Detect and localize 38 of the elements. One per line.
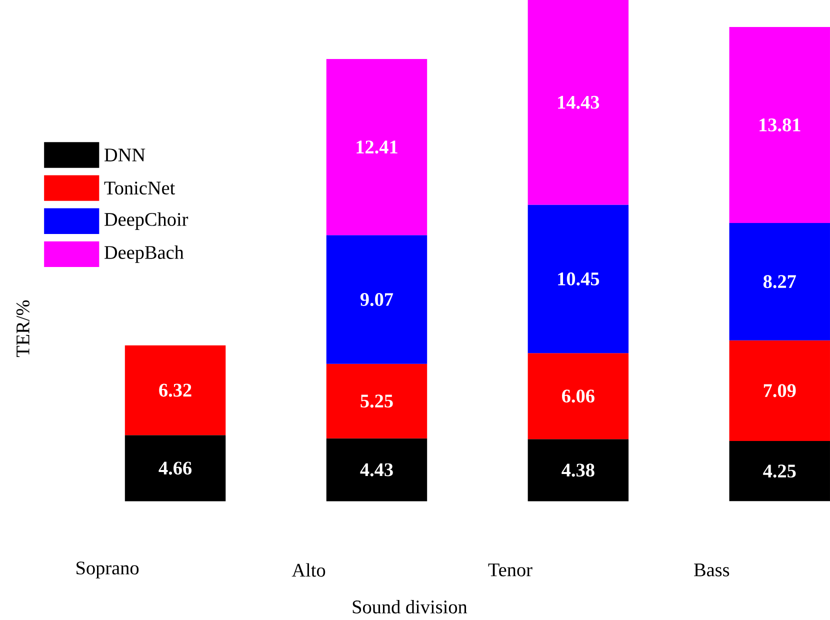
bar xyxy=(528,438,629,502)
x-tick-label: Alto xyxy=(292,563,326,577)
bar xyxy=(729,340,830,441)
bar xyxy=(729,440,830,502)
bar xyxy=(729,222,830,340)
data-label: 8.27 xyxy=(763,274,796,288)
bar xyxy=(124,345,226,435)
bar xyxy=(326,234,428,364)
bar xyxy=(326,438,428,502)
data-label: 5.25 xyxy=(360,394,393,408)
data-label: 4.38 xyxy=(562,463,594,476)
data-label: 14.43 xyxy=(558,96,600,109)
bar xyxy=(528,352,629,439)
bar xyxy=(124,434,226,502)
x-axis-title: Sound division xyxy=(352,600,468,614)
bar xyxy=(729,26,830,223)
legend-label: DeepChoir xyxy=(104,212,188,230)
data-label: 13.81 xyxy=(760,118,800,132)
data-label: 4.66 xyxy=(158,461,192,474)
data-label: 9.07 xyxy=(360,292,394,306)
data-label: 10.45 xyxy=(558,272,600,286)
legend-label: TonicNet xyxy=(104,181,176,194)
data-label: 4.25 xyxy=(763,464,796,478)
x-tick-label: Soprano xyxy=(76,561,139,578)
x-tick-label: Tenor xyxy=(488,563,532,576)
bar xyxy=(528,204,629,353)
data-label: 4.43 xyxy=(360,463,393,476)
bar xyxy=(326,58,428,235)
bar xyxy=(528,0,629,205)
y-axis-title: TER/% xyxy=(16,300,30,357)
data-label: 7.09 xyxy=(764,384,796,397)
legend-label: DNN xyxy=(104,148,146,162)
legend-label: DeepBach xyxy=(104,245,184,263)
x-tick-label: Bass xyxy=(694,563,730,576)
bar xyxy=(326,364,428,438)
data-label: 6.32 xyxy=(159,384,192,397)
data-label: 6.06 xyxy=(562,389,594,402)
data-label: 12.41 xyxy=(356,140,398,154)
